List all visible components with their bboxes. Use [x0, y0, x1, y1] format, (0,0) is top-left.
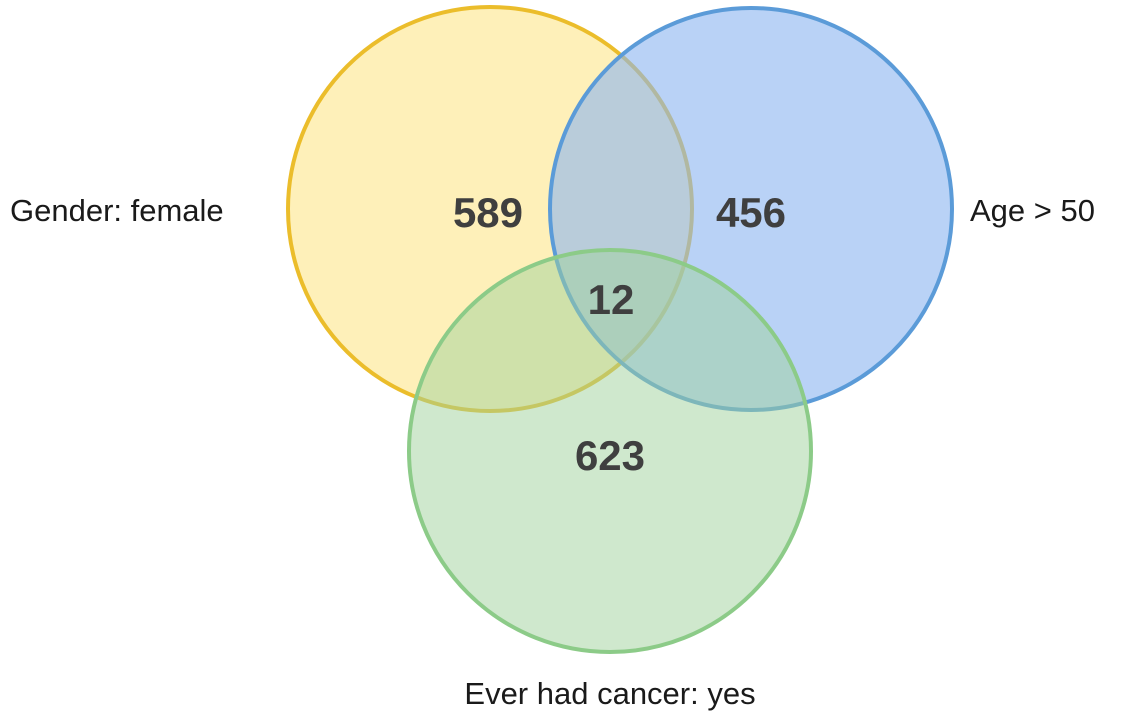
set-label-ever-had-cancer: Ever had cancer: yes	[464, 676, 755, 711]
count-age-over-50-only: 456	[716, 189, 786, 236]
set-label-gender-female: Gender: female	[10, 193, 224, 228]
set-circle-ever-had-cancer	[407, 248, 813, 654]
count-ever-had-cancer-only: 623	[575, 432, 645, 479]
count-all-three-overlap: 12	[588, 276, 635, 323]
count-gender-female-only: 589	[453, 189, 523, 236]
set-label-age-over-50: Age > 50	[970, 193, 1095, 228]
